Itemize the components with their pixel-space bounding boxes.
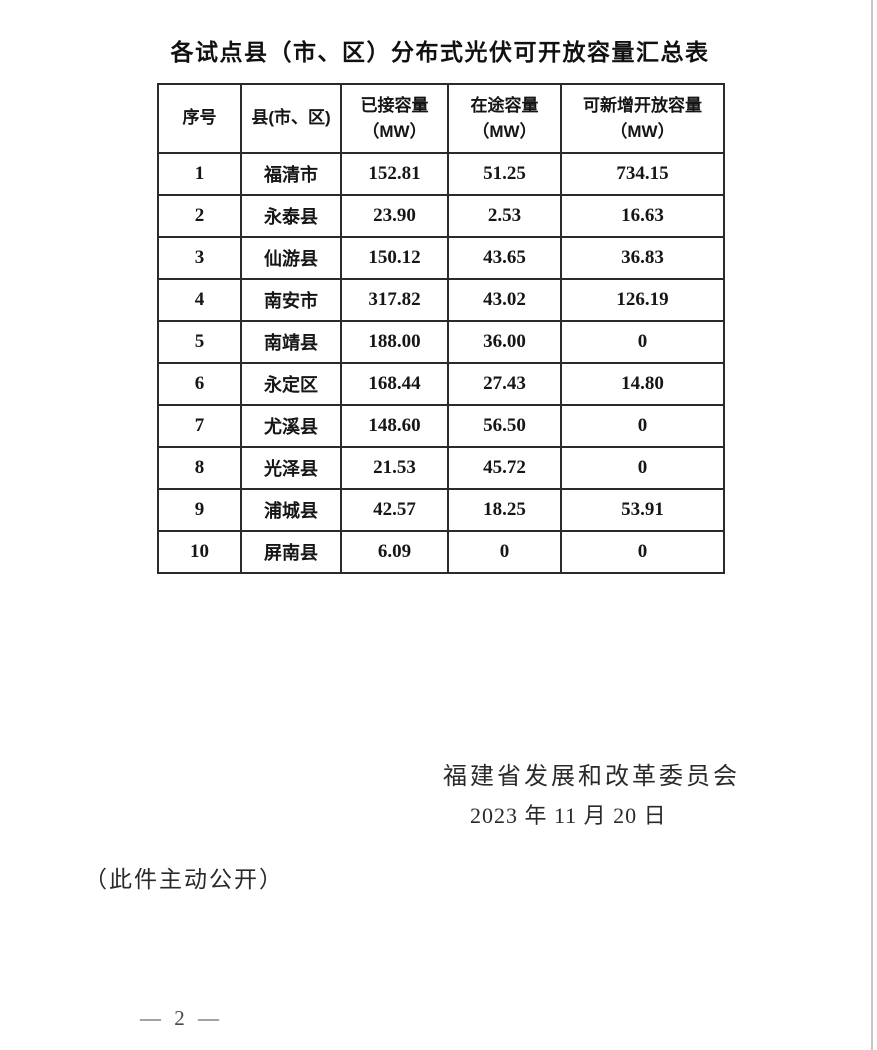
cell-connected: 42.57: [340, 488, 449, 532]
capacity-summary-table: 序号 县(市、区) 已接容量 （MW） 在途容量 （MW） 可新增开放容量 （MW） …: [157, 83, 725, 574]
header-label: 序号: [182, 108, 217, 128]
disclosure-note: （此件主动公开）: [84, 867, 284, 892]
header-label: 可新增开放容量: [583, 95, 702, 115]
cell-seq: 2: [157, 194, 242, 238]
cell-county: 浦城县: [240, 488, 342, 532]
cell-openable: 0: [560, 446, 725, 490]
cell-county: 南靖县: [240, 320, 342, 364]
cell-openable: 126.19: [560, 278, 725, 322]
cell-connected: 148.60: [340, 404, 449, 448]
header-unit: （MW）: [472, 122, 537, 142]
cell-seq: 3: [157, 236, 242, 280]
cell-county: 南安市: [240, 278, 342, 322]
cell-intransit: 36.00: [447, 320, 562, 364]
cell-county: 光泽县: [240, 446, 342, 490]
cell-intransit: 56.50: [447, 404, 562, 448]
cell-seq: 6: [157, 362, 242, 406]
cell-openable: 36.83: [560, 236, 725, 280]
cell-seq: 5: [157, 320, 242, 364]
cell-connected: 23.90: [340, 194, 449, 238]
cell-intransit: 45.72: [447, 446, 562, 490]
cell-intransit: 43.02: [447, 278, 562, 322]
signature-date: 2023 年 11 月 20 日: [470, 803, 667, 828]
page-number: — 2 —: [140, 1006, 223, 1030]
scan-page-edge: [871, 0, 873, 1050]
cell-connected: 150.12: [340, 236, 449, 280]
cell-connected: 152.81: [340, 152, 449, 196]
cell-intransit: 27.43: [447, 362, 562, 406]
table-header-row: 序号 县(市、区) 已接容量 （MW） 在途容量 （MW） 可新增开放容量 （MW）: [157, 83, 725, 154]
header-unit: （MW）: [610, 122, 675, 142]
cell-openable: 0: [560, 320, 725, 364]
cell-connected: 6.09: [340, 530, 449, 574]
cell-openable: 14.80: [560, 362, 725, 406]
table-header: 序号 县(市、区) 已接容量 （MW） 在途容量 （MW） 可新增开放容量 （MW）: [157, 83, 725, 154]
cell-intransit: 0: [447, 530, 562, 574]
cell-openable: 0: [560, 404, 725, 448]
cell-connected: 168.44: [340, 362, 449, 406]
table-row: 6 永定区 168.44 27.43 14.80: [157, 362, 725, 406]
cell-county: 尤溪县: [240, 404, 342, 448]
cell-seq: 9: [157, 488, 242, 532]
cell-connected: 188.00: [340, 320, 449, 364]
cell-county: 屏南县: [240, 530, 342, 574]
cell-seq: 8: [157, 446, 242, 490]
header-unit: （MW）: [362, 122, 427, 142]
header-cell-seq: 序号: [157, 83, 242, 154]
header-cell-connected: 已接容量 （MW）: [340, 83, 449, 154]
cell-openable: 16.63: [560, 194, 725, 238]
header-label: 已接容量: [360, 95, 429, 115]
table-row: 4 南安市 317.82 43.02 126.19: [157, 278, 725, 322]
cell-county: 永泰县: [240, 194, 342, 238]
cell-intransit: 18.25: [447, 488, 562, 532]
header-cell-county: 县(市、区): [240, 83, 342, 154]
cell-seq: 7: [157, 404, 242, 448]
table-row: 7 尤溪县 148.60 56.50 0: [157, 404, 725, 448]
header-cell-intransit: 在途容量 （MW）: [447, 83, 562, 154]
cell-intransit: 51.25: [447, 152, 562, 196]
table-row: 2 永泰县 23.90 2.53 16.63: [157, 194, 725, 238]
table-row: 8 光泽县 21.53 45.72 0: [157, 446, 725, 490]
table-row: 5 南靖县 188.00 36.00 0: [157, 320, 725, 364]
header-cell-openable: 可新增开放容量 （MW）: [560, 83, 725, 154]
cell-seq: 1: [157, 152, 242, 196]
cell-connected: 317.82: [340, 278, 449, 322]
cell-county: 永定区: [240, 362, 342, 406]
cell-openable: 734.15: [560, 152, 725, 196]
document-title: 各试点县（市、区）分布式光伏可开放容量汇总表: [170, 39, 710, 65]
cell-connected: 21.53: [340, 446, 449, 490]
signature-organization: 福建省发展和改革委员会: [443, 764, 740, 790]
cell-seq: 4: [157, 278, 242, 322]
header-label: 在途容量: [470, 95, 539, 115]
table-row: 10 屏南县 6.09 0 0: [157, 530, 725, 574]
cell-openable: 0: [560, 530, 725, 574]
table-row: 1 福清市 152.81 51.25 734.15: [157, 152, 725, 196]
cell-seq: 10: [157, 530, 242, 574]
table-body: 1 福清市 152.81 51.25 734.15 2 永泰县 23.90 2.…: [157, 152, 725, 574]
cell-intransit: 2.53: [447, 194, 562, 238]
cell-openable: 53.91: [560, 488, 725, 532]
cell-intransit: 43.65: [447, 236, 562, 280]
table-row: 9 浦城县 42.57 18.25 53.91: [157, 488, 725, 532]
cell-county: 福清市: [240, 152, 342, 196]
table-row: 3 仙游县 150.12 43.65 36.83: [157, 236, 725, 280]
cell-county: 仙游县: [240, 236, 342, 280]
header-label: 县(市、区): [251, 108, 331, 128]
